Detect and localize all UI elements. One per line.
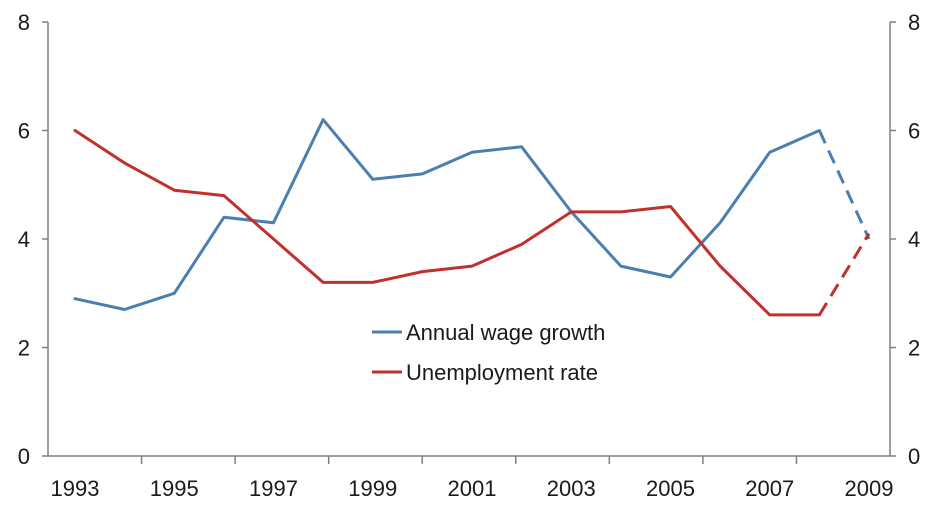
series-line-unemployment-rate — [73, 129, 821, 317]
x-tick-label: 1997 — [249, 476, 298, 501]
y-tick-label-right: 8 — [908, 10, 920, 35]
y-tick-label-right: 0 — [908, 444, 920, 469]
legend-label-unemployment-rate: Unemployment rate — [406, 360, 598, 385]
y-tick-label-left: 6 — [18, 119, 30, 144]
y-tick-label-right: 6 — [908, 119, 920, 144]
x-tick-label: 1995 — [150, 476, 199, 501]
x-axis-ticks: 1993 1995 1997 1999 2001 2003 2005 2007 2009 — [51, 456, 894, 501]
y-tick-label-left: 4 — [18, 227, 30, 252]
plot-frame — [47, 22, 891, 457]
legend-label-annual-wage-growth: Annual wage growth — [406, 320, 605, 345]
series-layer — [73, 118, 871, 317]
x-tick-label: 2007 — [745, 476, 794, 501]
y-tick-label-right: 4 — [908, 227, 920, 252]
series-line-unemployment-rate-forecast — [818, 232, 871, 316]
x-tick-label: 2001 — [448, 476, 497, 501]
x-tick-label: 1993 — [51, 476, 100, 501]
series-line-annual-wage-growth-forecast — [818, 129, 871, 240]
legend: Annual wage growth Unemployment rate — [372, 320, 605, 385]
x-tick-label: 2003 — [547, 476, 596, 501]
series-line-annual-wage-growth — [73, 118, 821, 311]
y-axis-ticks: 0 0 2 2 4 4 6 6 8 8 — [18, 10, 921, 469]
x-tick-label: 2005 — [646, 476, 695, 501]
x-tick-label: 2009 — [845, 476, 894, 501]
x-tick-label: 1999 — [348, 476, 397, 501]
y-tick-label-left: 2 — [18, 336, 30, 361]
y-tick-label-left: 8 — [18, 10, 30, 35]
y-tick-label-right: 2 — [908, 336, 920, 361]
y-tick-label-left: 0 — [18, 444, 30, 469]
